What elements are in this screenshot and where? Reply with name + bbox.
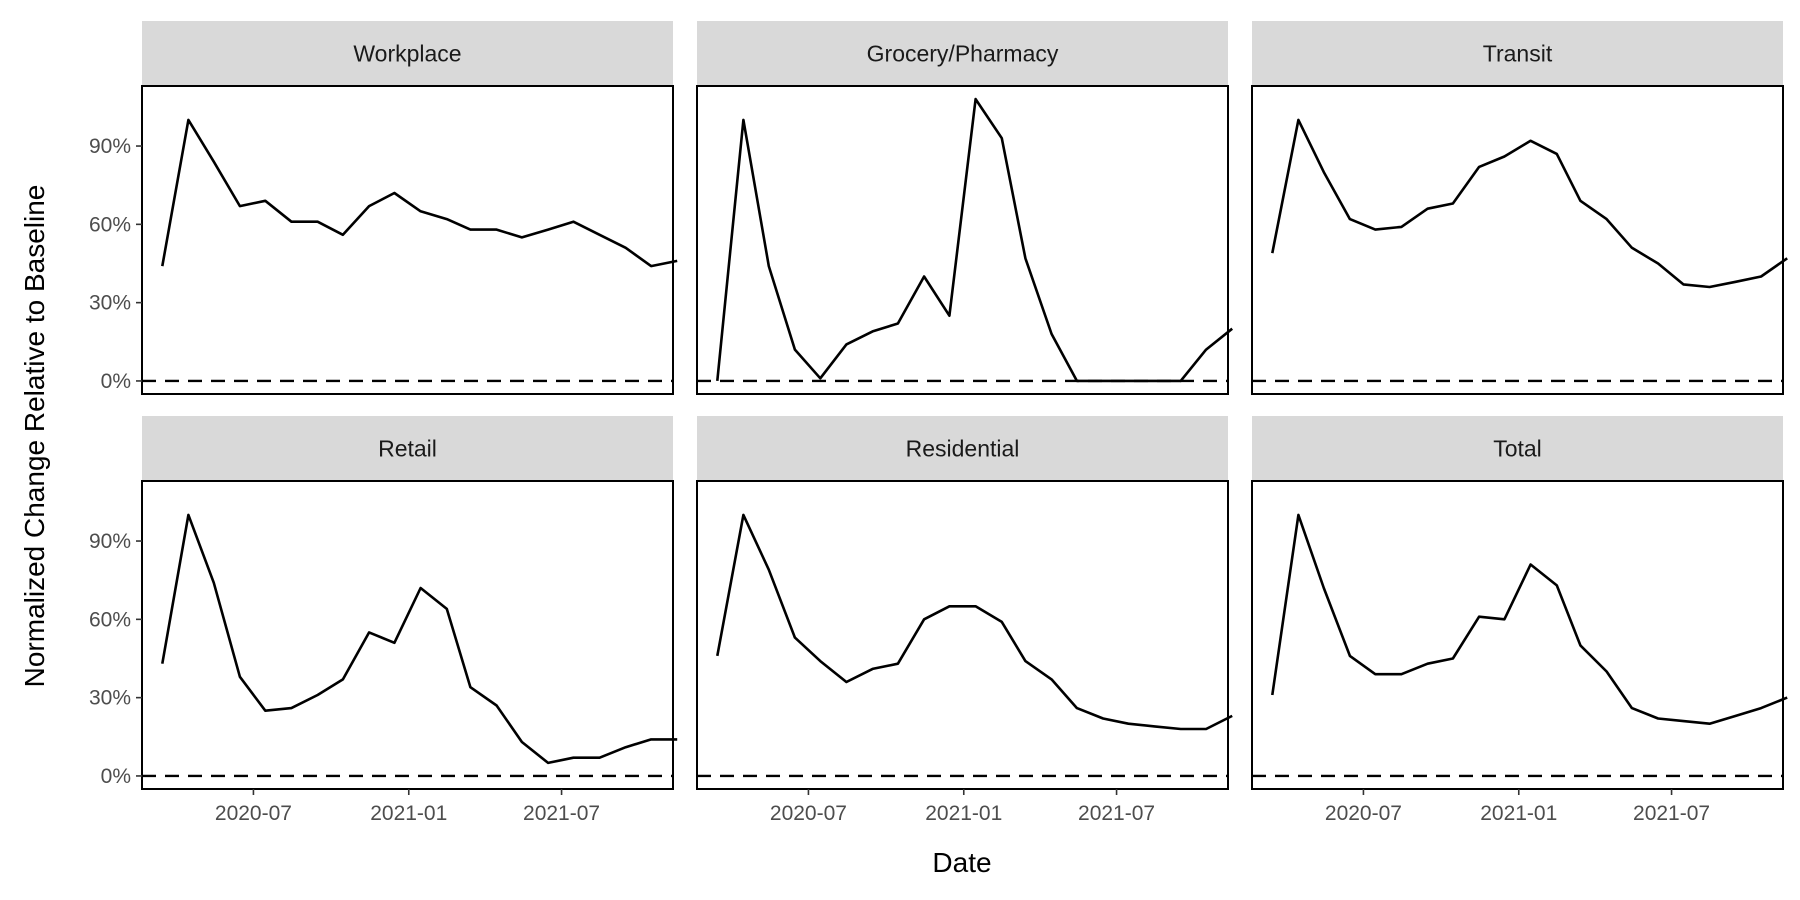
panel-workplace-strip-label: Workplace (353, 41, 461, 67)
panel-total-strip (1252, 416, 1783, 481)
panel-retail-y-tick-label: 30% (89, 687, 131, 710)
panel-total: Total 2020-07 2021-01 2021-07 (1251, 416, 1788, 825)
panel-total-frame (1251, 480, 1784, 790)
panel-grocery-pharmacy-series-line (716, 97, 1234, 383)
panel-residential: Residential 2020-07 2021-01 2021-07 (696, 416, 1233, 825)
panel-retail-series-line (161, 513, 678, 765)
panel-retail-y-tick-label: 90% (89, 530, 131, 553)
panel-workplace-y-tick-label: 90% (89, 135, 131, 158)
panel-workplace: Workplace 0% 30% 60% 90% (89, 21, 678, 395)
panel-retail-strip-label: Retail (378, 436, 437, 462)
panel-transit-strip (1252, 21, 1783, 86)
panel-total-x-tick-label: 2021-01 (1480, 802, 1557, 825)
panel-workplace-y-tick-label: 0% (101, 370, 131, 393)
panel-grocery-pharmacy: Grocery/Pharmacy (696, 21, 1234, 395)
panel-residential-strip-label: Residential (906, 436, 1020, 462)
panel-workplace-y-tick-label: 60% (89, 213, 131, 236)
panel-total-x-tick-label: 2021-07 (1633, 802, 1710, 825)
panel-retail-strip (142, 416, 673, 481)
panel-retail-y-tick-label: 0% (101, 765, 131, 788)
panel-total-series-line (1271, 513, 1788, 726)
panel-retail-x-tick-label: 2021-07 (523, 802, 600, 825)
panel-total-strip-label: Total (1493, 436, 1542, 462)
panel-transit: Transit (1251, 21, 1788, 395)
panel-transit-frame (1251, 85, 1784, 395)
panel-retail-y-tick-label: 60% (89, 608, 131, 631)
panel-workplace-series-line (161, 118, 678, 268)
panel-residential-series-line (716, 513, 1233, 731)
panel-transit-series-line (1271, 118, 1788, 289)
panel-workplace-y-tick-label: 30% (89, 292, 131, 315)
panel-residential-x-tick-label: 2020-07 (770, 802, 847, 825)
x-axis-title: Date (932, 847, 991, 878)
panel-workplace-frame (141, 85, 674, 395)
panel-residential-frame (696, 480, 1229, 790)
panel-transit-strip-label: Transit (1483, 41, 1553, 67)
panel-retail-x-tick-label: 2021-01 (370, 802, 447, 825)
panel-retail-x-tick-label: 2020-07 (215, 802, 292, 825)
panel-workplace-strip (142, 21, 673, 86)
panel-residential-x-tick-label: 2021-07 (1078, 802, 1155, 825)
panel-grocery-pharmacy-frame (696, 85, 1229, 395)
panel-residential-strip (697, 416, 1228, 481)
panel-total-x-tick-label: 2020-07 (1325, 802, 1402, 825)
panel-residential-x-tick-label: 2021-01 (925, 802, 1002, 825)
facet-panels: Workplace 0% 30% 60% 90% Grocery/Pharmacy Tran… (89, 21, 1788, 825)
panel-retail-frame (141, 480, 674, 790)
panel-grocery-pharmacy-strip-label: Grocery/Pharmacy (867, 41, 1059, 67)
y-axis-title: Normalized Change Relative to Baseline (19, 185, 50, 688)
panel-retail: Retail 0% 30% 60% 90% 2020-07 2021-01 2021-07 (89, 416, 678, 825)
panel-grocery-pharmacy-strip (697, 21, 1228, 86)
